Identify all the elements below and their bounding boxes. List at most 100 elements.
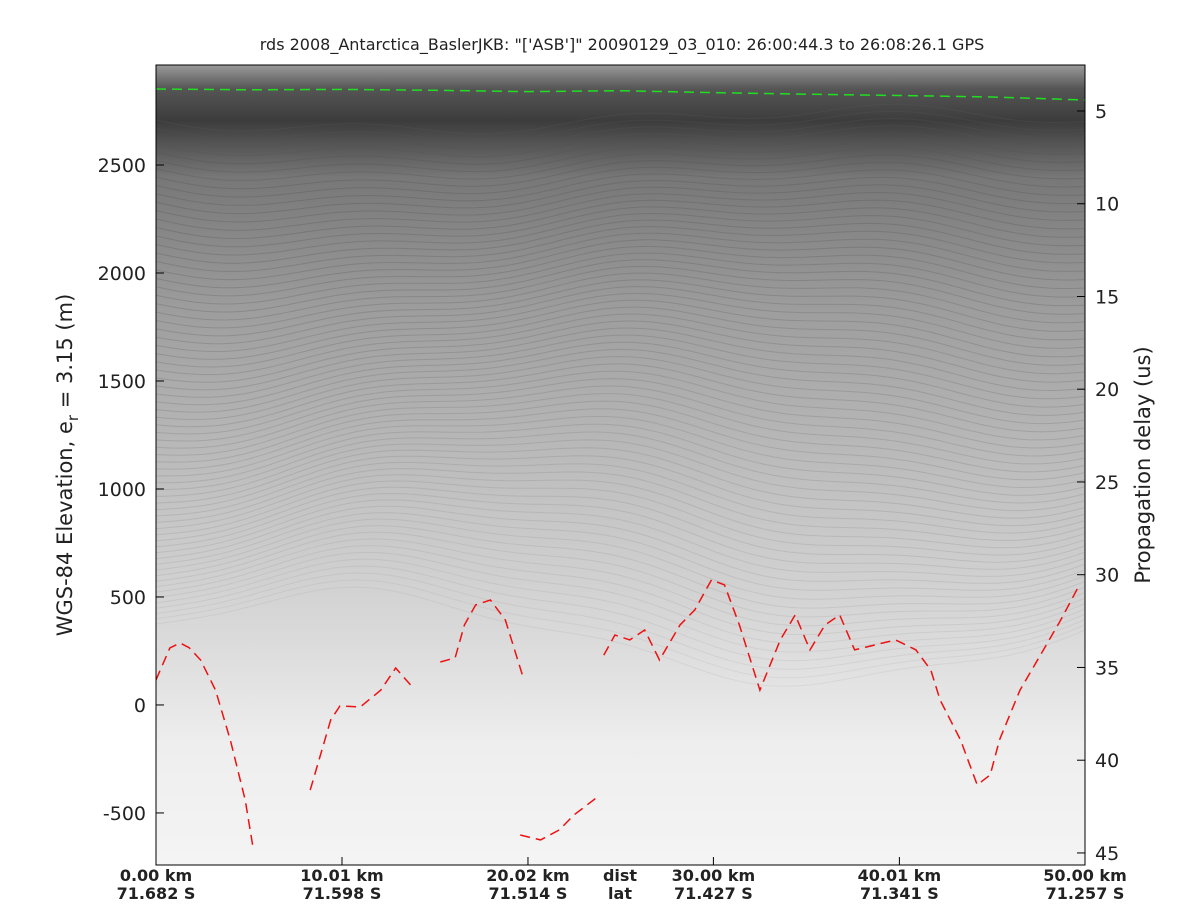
echogram-layer <box>156 299 1085 360</box>
echogram-layer <box>156 492 1085 570</box>
echogram-layer <box>156 447 1085 519</box>
echogram-layer <box>156 313 1085 376</box>
trace-line <box>156 642 254 846</box>
echogram-layer <box>156 499 1085 577</box>
y-label-part: = 3.15 (m) <box>53 294 77 415</box>
echogram-layer <box>156 558 1085 653</box>
echogram-layer <box>156 327 1085 392</box>
y-label-part: WGS-84 Elevation, e <box>53 421 77 636</box>
y2-axis-label: Propagation delay (us) <box>1131 346 1155 583</box>
echogram-layer <box>156 579 1085 679</box>
y2-tick-label: 25 <box>1095 472 1119 494</box>
echogram-layer <box>156 348 1085 416</box>
y-label-sub: r <box>64 414 82 421</box>
echogram-layer <box>156 461 1085 534</box>
echogram-layer <box>156 408 1085 481</box>
y2-tick-label: 45 <box>1095 843 1119 865</box>
y2-tick-label: 30 <box>1095 565 1119 587</box>
y-tick-label: 1500 <box>98 371 146 393</box>
echogram-layer <box>156 125 1085 158</box>
echogram-layer <box>156 232 1085 281</box>
echogram-layer <box>156 265 1085 321</box>
trace-line <box>309 666 412 791</box>
echogram-layer <box>156 154 1085 190</box>
plot-area <box>156 88 1085 846</box>
x-tick-lat: 71.598 S <box>303 884 382 900</box>
echogram-layer <box>156 110 1085 143</box>
echogram-layer <box>156 272 1085 329</box>
echogram-layer <box>156 341 1085 408</box>
echogram-layer <box>156 416 1085 488</box>
echogram-layer <box>156 320 1085 383</box>
echogram-layer <box>156 103 1085 135</box>
echogram-layer <box>156 586 1085 687</box>
echogram-layer <box>156 306 1085 368</box>
echogram-layer <box>156 252 1085 305</box>
y-tick-label: 0 <box>134 695 146 717</box>
x-tick-label: 50.00 km <box>1043 866 1127 885</box>
echogram-layer <box>156 259 1085 313</box>
y2-tick-label: 10 <box>1095 194 1119 216</box>
trace-line <box>156 88 1085 101</box>
echogram-layer <box>156 292 1085 352</box>
echogram-layer <box>156 147 1085 181</box>
echogram-layer <box>156 199 1085 240</box>
x-tick-lat: 71.341 S <box>860 884 939 900</box>
trace-line <box>440 599 525 681</box>
y-tick-label: 1000 <box>98 479 146 501</box>
echogram-layer <box>156 334 1085 400</box>
echogram-layer <box>156 363 1085 433</box>
echogram-layer <box>156 467 1085 541</box>
echogram-layer <box>156 356 1085 425</box>
echogram-layer <box>156 572 1085 670</box>
x-tick-label: 10.01 km <box>300 866 384 885</box>
y2-tick-label: 20 <box>1095 379 1119 401</box>
echogram-layer <box>156 480 1085 556</box>
y2-tick-label: 5 <box>1095 101 1107 123</box>
echogram-layer <box>156 505 1085 584</box>
echogram-layer <box>156 169 1085 206</box>
y-tick-label: -500 <box>103 803 146 825</box>
echogram-layer <box>156 531 1085 618</box>
echogram <box>156 65 1085 865</box>
echogram-layer <box>156 431 1085 504</box>
echogram-layer <box>156 486 1085 563</box>
x-tick-label: 20.02 km <box>486 866 570 885</box>
echogram-layer <box>156 393 1085 465</box>
echogram-layer <box>156 184 1085 223</box>
echogram-layer <box>156 239 1085 289</box>
x-tick-label: 30.00 km <box>672 866 756 885</box>
y-tick-label: 2500 <box>98 155 146 177</box>
y2-tick-label: 15 <box>1095 286 1119 308</box>
echogram-layer <box>156 245 1085 297</box>
echogram-layer <box>156 139 1085 173</box>
echogram-layer <box>156 565 1085 662</box>
echogram-layer <box>156 538 1085 627</box>
echogram-layer <box>156 551 1085 644</box>
echogram-layer <box>156 176 1085 215</box>
echogram-layer <box>156 219 1085 264</box>
echogram-layer <box>156 385 1085 457</box>
echogram-layer <box>156 400 1085 473</box>
trace-line <box>603 578 1081 787</box>
echogram-layer <box>156 370 1085 441</box>
x-tick-label: 0.00 km <box>120 866 192 885</box>
plot-frame <box>155 64 1086 866</box>
echogram-layer <box>156 474 1085 549</box>
chart-title: rds 2008_Antarctica_BaslerJKB: "['ASB']"… <box>260 35 985 55</box>
echogram-layer <box>156 161 1085 198</box>
y-axis-label: WGS-84 Elevation, er = 3.15 (m) <box>53 294 82 637</box>
echogram-layer <box>156 545 1085 636</box>
echogram-layer <box>156 118 1085 150</box>
x-axis-name: dist <box>603 866 637 885</box>
echogram-layer <box>156 226 1085 272</box>
y2-tick-label: 35 <box>1095 657 1119 679</box>
echogram-layer <box>156 212 1085 256</box>
echogram-layer <box>156 132 1085 165</box>
echogram-layer <box>156 206 1085 248</box>
x-tick-lat: 71.427 S <box>674 884 753 900</box>
echogram-layer <box>156 378 1085 449</box>
x-tick-lat: 71.514 S <box>489 884 568 900</box>
echogram-layer <box>156 525 1085 609</box>
